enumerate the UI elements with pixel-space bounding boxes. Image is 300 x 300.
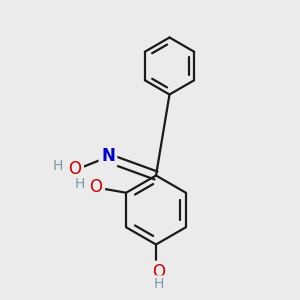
Text: O: O [90, 178, 103, 196]
Text: O: O [68, 160, 82, 178]
Text: N: N [101, 147, 115, 165]
Text: H: H [75, 177, 86, 191]
Text: O: O [152, 263, 165, 281]
Text: H: H [53, 160, 63, 173]
Text: H: H [153, 278, 164, 291]
